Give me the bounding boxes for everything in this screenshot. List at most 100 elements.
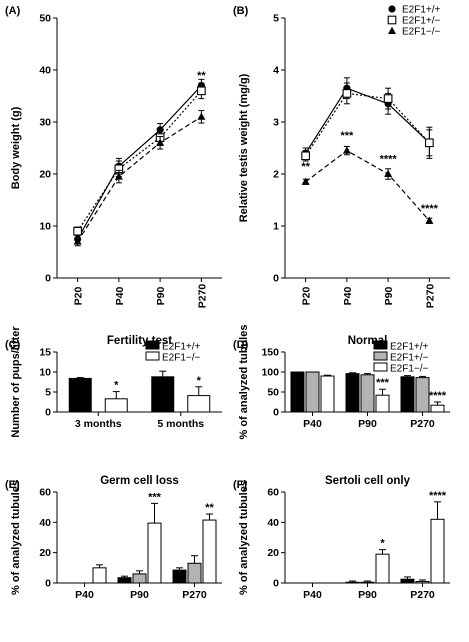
panel-d: (D) Normal% of analyzed tubules 050100150P… <box>233 325 450 440</box>
legend-label: E2F1+/− <box>402 16 441 27</box>
bar <box>147 522 162 584</box>
legend-swatch <box>145 351 160 361</box>
significance-label: * <box>114 380 119 392</box>
y-tick-label: 0 <box>273 407 279 419</box>
data-point <box>301 177 310 185</box>
significance-label: *** <box>376 377 390 389</box>
data-point <box>384 169 393 177</box>
legend-label: E2F1−/− <box>162 353 201 364</box>
y-axis-label: % of analyzed tubules <box>238 325 250 440</box>
legend-swatch <box>373 340 388 350</box>
bar <box>290 371 305 413</box>
panel-b: (B) Relative testis weight (mg/g) 0 1 2 3 4 5 P2… <box>233 5 450 308</box>
significance-label: * <box>197 375 202 387</box>
legend-swatch <box>373 362 388 372</box>
bar <box>132 573 147 584</box>
x-tick-label: P90 <box>358 589 377 601</box>
legend-label: E2F1+/+ <box>402 5 441 16</box>
bar <box>320 375 335 413</box>
y-tick-label: 0 <box>45 273 51 285</box>
panel-e: (E) Germ cell loss % of analyzed tubules 0 2… <box>5 475 222 601</box>
y-tick-label: 60 <box>39 487 51 499</box>
y-axis-label: Body weight (g) <box>10 106 22 189</box>
data-point <box>342 89 352 98</box>
y-tick-label: 4 <box>273 65 279 77</box>
data-point <box>73 237 82 245</box>
panel-f: (F) Sertoli cell only % of analyzed tubule… <box>233 475 450 601</box>
y-tick-label: 0 <box>45 407 51 419</box>
bar <box>117 577 132 584</box>
data-point <box>114 172 123 180</box>
significance-label: **** <box>429 390 447 402</box>
x-tick-label: P40 <box>303 418 322 430</box>
significance-label: *** <box>340 130 354 142</box>
y-tick-label: 20 <box>267 547 279 559</box>
x-tick-label: P40 <box>75 589 94 601</box>
y-tick-label: 50 <box>267 387 279 399</box>
y-tick-label: 20 <box>39 547 51 559</box>
y-tick-label: 40 <box>39 65 51 77</box>
significance-label: ** <box>301 161 310 173</box>
y-tick-label: 50 <box>39 13 51 25</box>
panel-a: (A) Body weight (g) 0 10 20 30 40 50 P20 P40 P90 P2… <box>5 5 222 308</box>
panel-label: (A) <box>5 5 21 17</box>
series-line <box>77 85 202 240</box>
bar <box>415 377 430 413</box>
bar <box>360 374 375 413</box>
data-point <box>197 86 206 96</box>
x-tick-label: P90 <box>358 418 377 430</box>
panel-label: (D) <box>233 339 249 351</box>
legend-label: E2F1+/− <box>390 353 429 364</box>
significance-label: **** <box>380 153 398 165</box>
panel-label: (F) <box>233 479 247 491</box>
y-tick-label: 40 <box>267 517 279 529</box>
series-line <box>305 92 430 157</box>
y-tick-label: 60 <box>267 487 279 499</box>
legend-label: E2F1−/− <box>402 27 441 38</box>
legend-label: E2F1+/+ <box>162 342 201 353</box>
data-point <box>425 138 434 148</box>
y-tick-label: 2 <box>273 169 279 181</box>
y-tick-label: 5 <box>273 13 279 25</box>
data-point <box>197 112 206 120</box>
legend-swatch <box>145 340 160 350</box>
bar <box>430 404 445 413</box>
legend-label: E2F1−/− <box>390 364 429 375</box>
bar <box>172 569 187 584</box>
y-tick-label: 15 <box>39 347 51 359</box>
bar <box>360 581 375 584</box>
x-tick-label: P40 <box>114 287 126 306</box>
y-tick-label: 10 <box>39 221 51 233</box>
significance-label: **** <box>421 203 439 215</box>
y-tick-label: 30 <box>39 117 51 129</box>
panel-label: (E) <box>5 479 20 491</box>
y-tick-label: 40 <box>39 517 51 529</box>
significance-label: **** <box>429 490 447 502</box>
x-tick-label: P90 <box>383 287 395 306</box>
bar <box>151 376 175 413</box>
data-point <box>301 151 310 161</box>
x-tick-label: P270 <box>410 589 435 601</box>
series-line <box>305 87 430 154</box>
data-point <box>425 216 434 224</box>
significance-label: ** <box>197 70 206 82</box>
significance-label: *** <box>148 491 162 503</box>
bar <box>345 581 360 584</box>
bar <box>187 395 211 413</box>
y-axis-label: Number of pups/litter <box>10 326 22 438</box>
y-tick-label: 20 <box>39 169 51 181</box>
series-line <box>77 116 202 242</box>
legend: E2F1+/+E2F1−/− <box>145 340 201 364</box>
x-tick-label: 5 months <box>157 418 204 430</box>
legend-marker <box>388 5 396 13</box>
data-point <box>156 138 165 146</box>
y-tick-label: 0 <box>273 273 279 285</box>
y-axis-label: Relative testis weight (mg/g) <box>238 73 250 222</box>
x-tick-label: P270 <box>182 589 207 601</box>
bar <box>202 519 217 584</box>
x-tick-label: P20 <box>73 287 85 306</box>
series-line <box>77 90 202 232</box>
bar <box>400 578 415 584</box>
